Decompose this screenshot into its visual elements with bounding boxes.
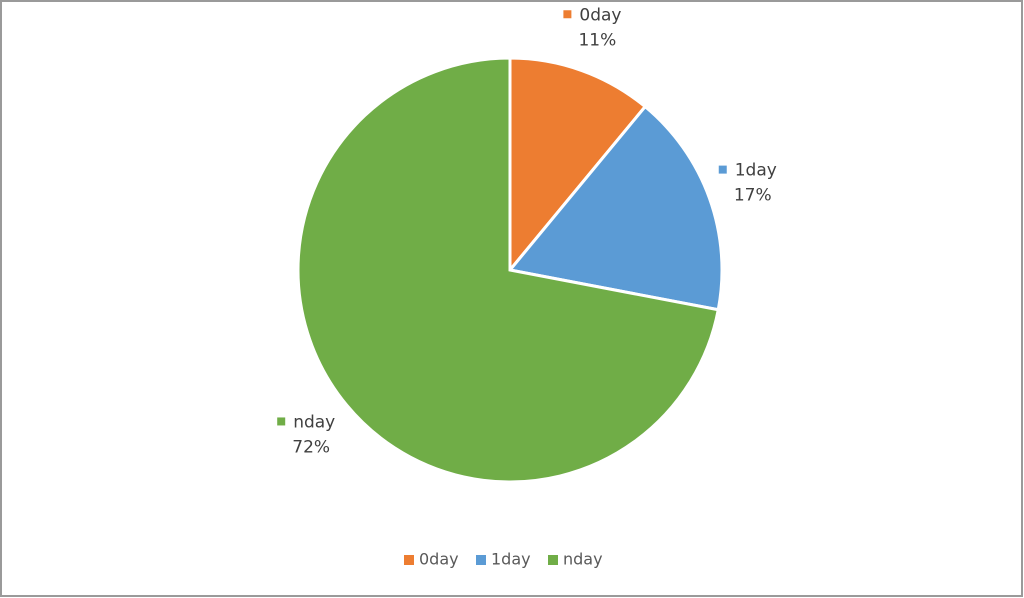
pie-slice: [508, 56, 648, 275]
data-label-marker: [563, 10, 572, 19]
legend-marker: [476, 555, 486, 565]
data-label-value: 17%: [734, 186, 772, 206]
data-label-value: 72%: [292, 437, 330, 457]
pie-slice: [507, 104, 724, 312]
legend: 0day 1day nday: [404, 550, 603, 569]
data-label-marker: [277, 417, 286, 426]
data-label-value: 11%: [578, 30, 616, 50]
pie-slice: [296, 56, 721, 484]
data-label-marker: [718, 165, 727, 174]
legend-marker: [548, 555, 558, 565]
data-label-name: 1day: [735, 161, 777, 181]
data-label-name: 0day: [579, 5, 621, 25]
data-label: 0day 11%: [563, 5, 621, 50]
legend-label: 1day: [491, 550, 531, 569]
legend-label: nday: [563, 550, 603, 569]
legend-marker: [404, 555, 414, 565]
legend-label: 0day: [419, 550, 459, 569]
data-label: 1day 17%: [718, 161, 777, 206]
data-label-name: nday: [293, 412, 335, 432]
data-label: nday 72%: [277, 412, 335, 457]
